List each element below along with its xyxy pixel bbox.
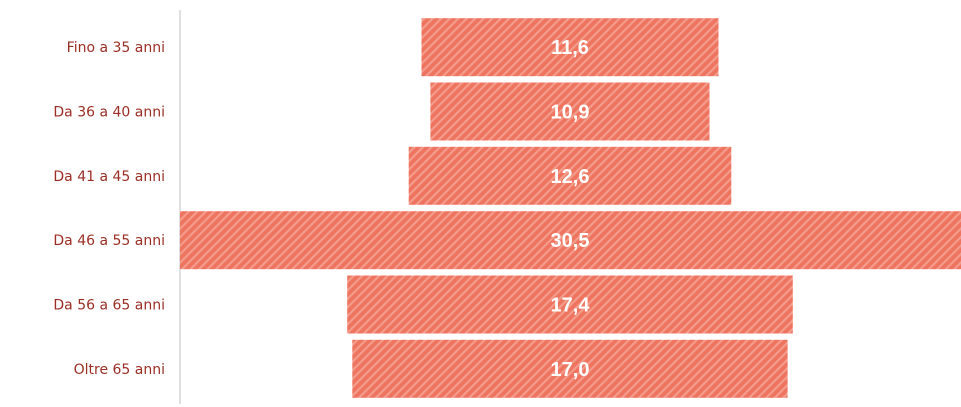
category-label: Fino a 35 anni [67,40,165,56]
bar-value-label: 30,5 [551,230,590,252]
bar [408,146,732,205]
category-label: Da 46 a 55 anni [53,233,165,249]
bar-value-label: 17,4 [551,295,591,317]
category-label: Da 56 a 65 anni [53,298,165,314]
bar [421,18,719,77]
category-label: Oltre 65 anni [74,362,165,378]
bar-value-label: 17,0 [551,359,590,381]
bar-value-label: 11,6 [551,37,589,59]
bar [347,275,793,334]
bar-value-label: 12,6 [551,166,590,188]
category-label: Da 36 a 40 anni [53,105,165,121]
bar [430,82,710,141]
category-label: Da 41 a 45 anni [53,169,165,185]
bar [352,339,788,398]
bar-value-label: 10,9 [551,102,590,124]
bar [180,211,961,270]
